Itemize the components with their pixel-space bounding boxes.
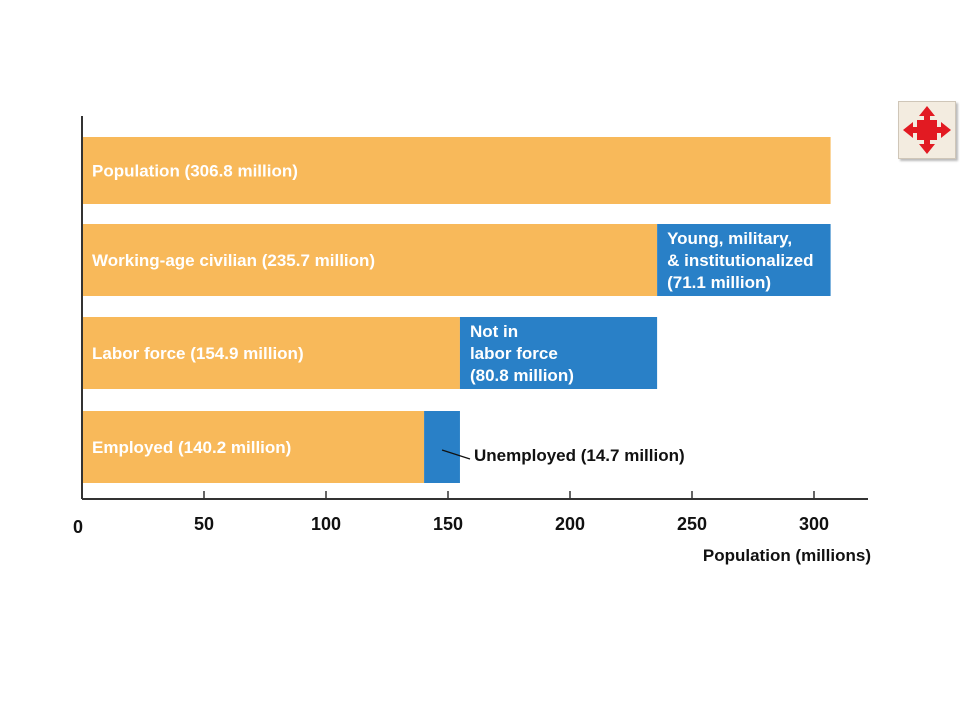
- bar-label: (71.1 million): [667, 273, 771, 292]
- bar-segment: [82, 224, 658, 296]
- x-tick-label: 300: [799, 514, 829, 534]
- expand-arrows-icon: [903, 106, 951, 154]
- expand-nav-button[interactable]: [898, 101, 956, 159]
- bar-segment: [82, 137, 831, 204]
- x-tick-label: 250: [677, 514, 707, 534]
- bar-label: Employed (140.2 million): [92, 438, 291, 457]
- bar-segment: [657, 224, 831, 296]
- x-tick-label: 100: [311, 514, 341, 534]
- bar-label: labor force: [470, 344, 558, 363]
- unemployed-callout: Unemployed (14.7 million): [474, 446, 685, 465]
- bar-label: (80.8 million): [470, 366, 574, 385]
- bar-segment: [459, 317, 658, 389]
- bar-label: Not in: [470, 322, 518, 341]
- bar-label: & institutionalized: [667, 251, 813, 270]
- x-tick-label: 0: [73, 517, 83, 537]
- x-axis-title: Population (millions): [703, 546, 871, 565]
- bar-label: Young, military,: [667, 229, 792, 248]
- x-tick-label: 200: [555, 514, 585, 534]
- bar-segment: [424, 411, 460, 483]
- bar-segment: [82, 317, 460, 389]
- bar-segment: [82, 411, 425, 483]
- bar-label: Working-age civilian (235.7 million): [92, 251, 375, 270]
- bar-label: Population (306.8 million): [92, 162, 298, 181]
- x-tick-label: 50: [194, 514, 214, 534]
- callout-leader-line: [441, 449, 471, 460]
- x-tick-label: 150: [433, 514, 463, 534]
- bar-label: Labor force (154.9 million): [92, 344, 304, 363]
